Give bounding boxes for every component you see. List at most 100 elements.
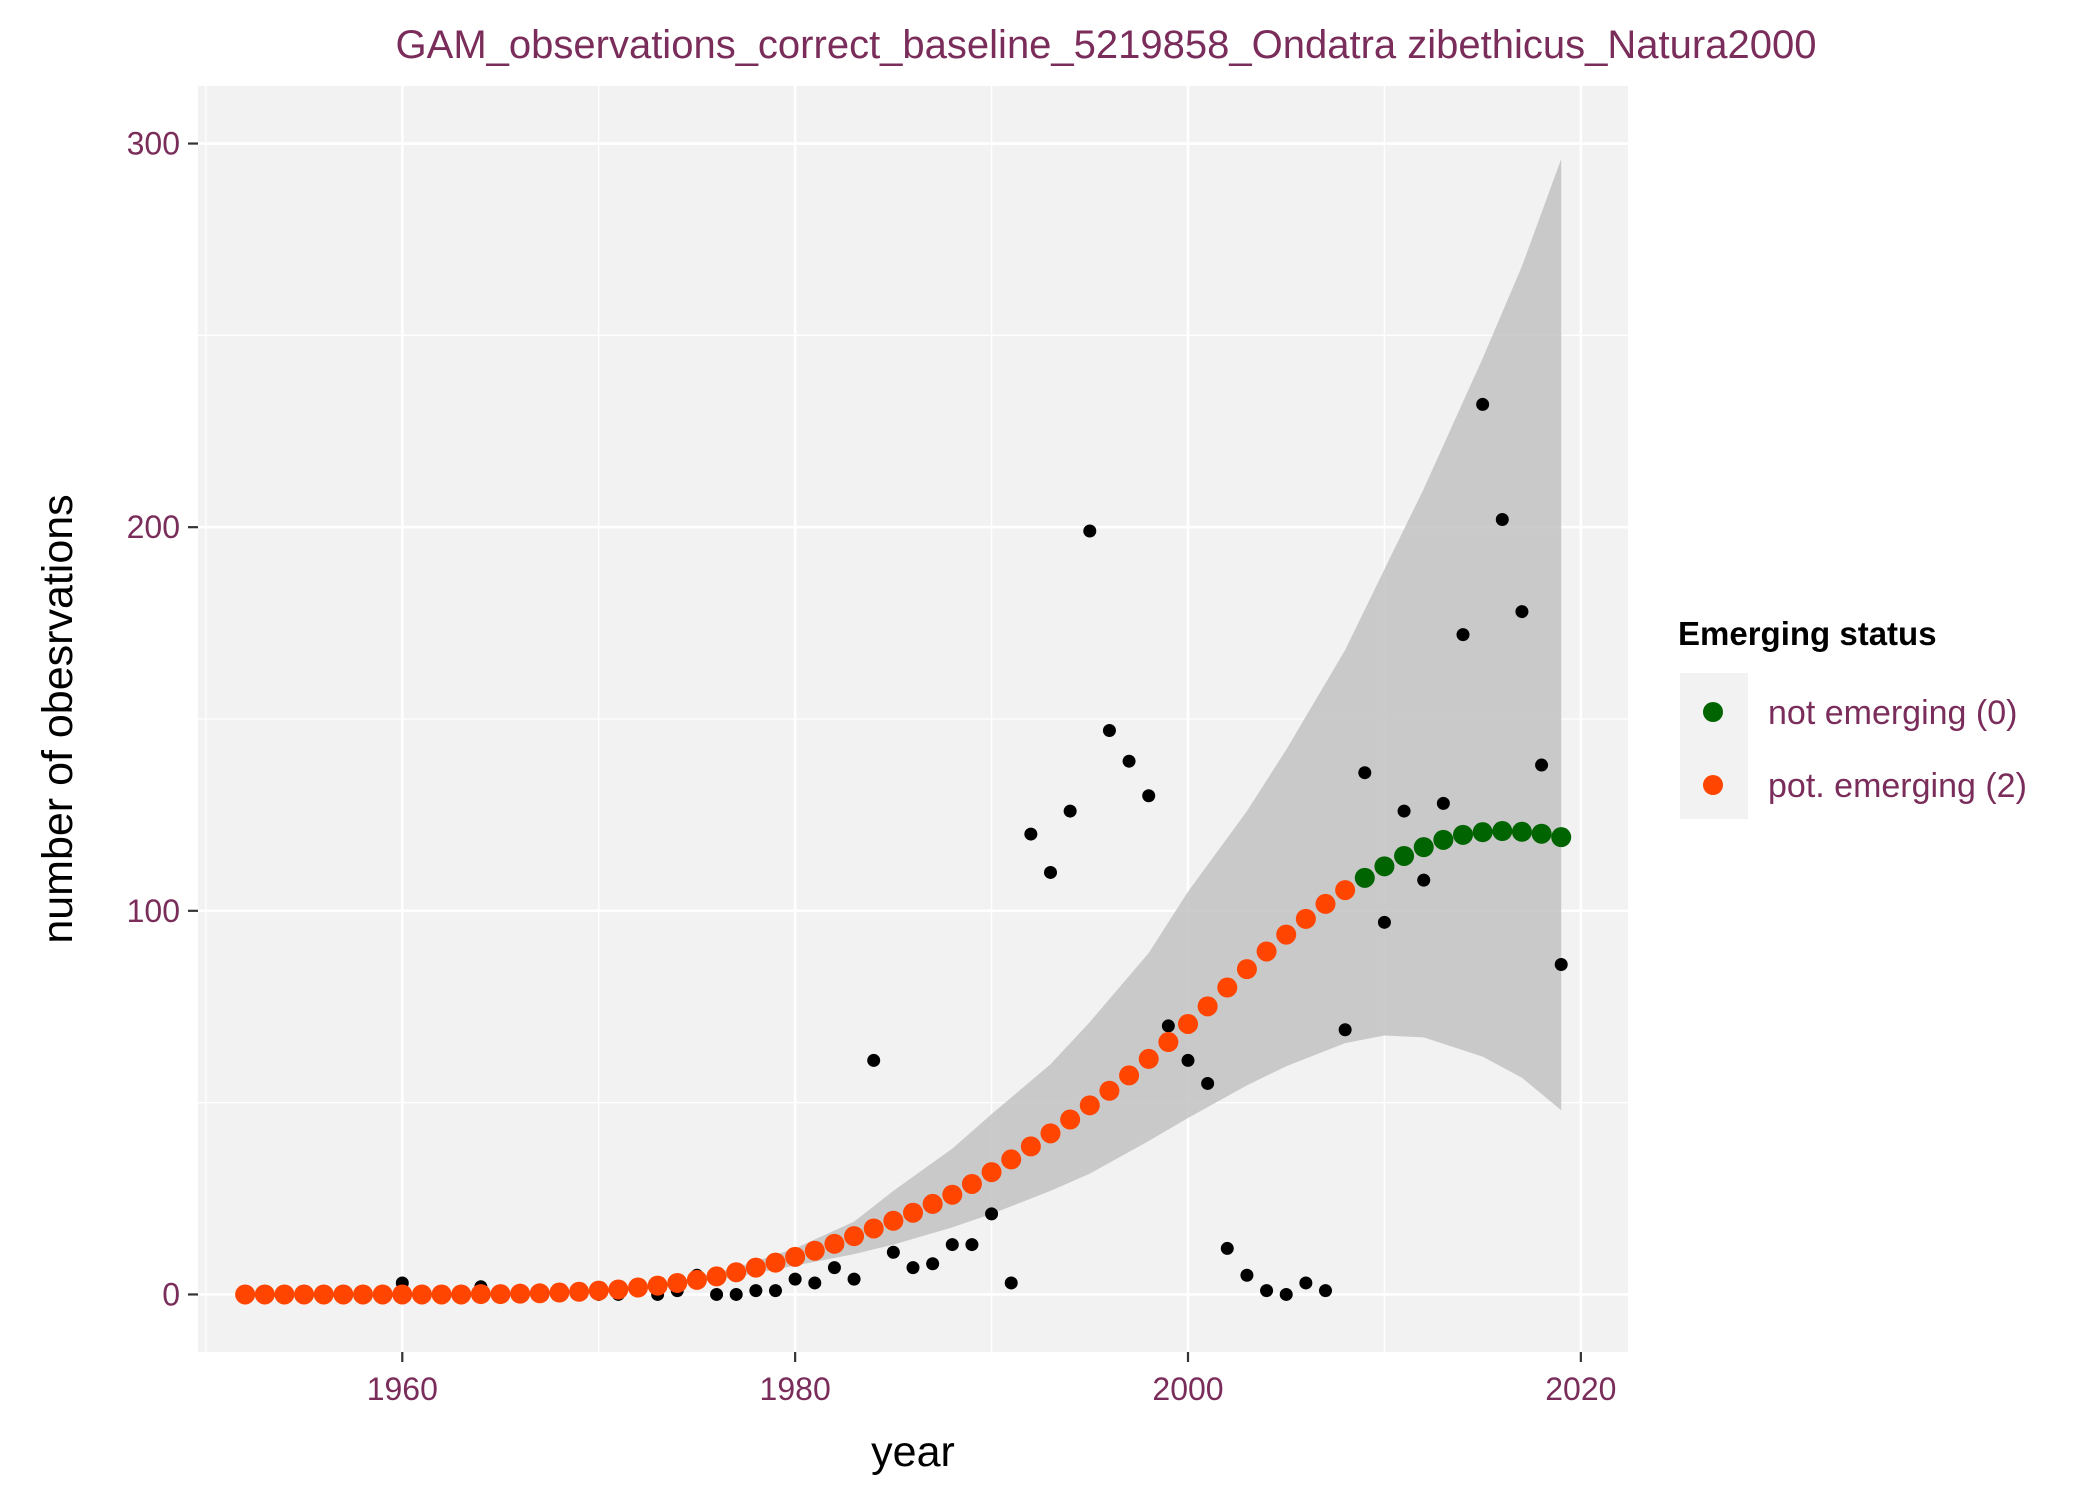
fit-point-pot-emerging (274, 1284, 295, 1305)
fit-point-not-emerging (1374, 856, 1395, 877)
observed-point (1240, 1268, 1254, 1282)
fit-point-pot-emerging (1295, 908, 1316, 929)
fit-point-pot-emerging (667, 1272, 688, 1293)
observed-point (827, 1261, 841, 1275)
observed-point (1220, 1241, 1234, 1255)
fit-point-not-emerging (1433, 829, 1454, 850)
fit-point-pot-emerging (844, 1226, 865, 1247)
observed-point (1456, 628, 1470, 642)
fit-point-pot-emerging (235, 1284, 256, 1305)
observed-point (1436, 796, 1450, 810)
observed-point (1024, 827, 1038, 841)
fit-point-pot-emerging (510, 1283, 531, 1304)
legend-keys-background (1680, 673, 1748, 819)
observed-point (769, 1284, 782, 1298)
observed-point (847, 1272, 861, 1286)
observed-point (1476, 397, 1490, 411)
observed-point (1495, 513, 1509, 527)
legend-title: Emerging status (1678, 615, 1937, 652)
observed-point (1122, 754, 1136, 768)
fit-point-pot-emerging (1119, 1065, 1140, 1086)
fit-point-pot-emerging (824, 1233, 845, 1254)
fit-point-pot-emerging (1256, 941, 1277, 962)
observed-point (985, 1207, 999, 1221)
observed-point (926, 1257, 940, 1271)
fit-point-pot-emerging (470, 1284, 491, 1305)
fit-point-pot-emerging (1335, 880, 1356, 901)
observed-point (1515, 605, 1529, 619)
fit-point-not-emerging (1472, 822, 1493, 843)
fit-point-pot-emerging (353, 1284, 373, 1305)
observed-point (1044, 865, 1057, 879)
fit-point-pot-emerging (1060, 1109, 1081, 1130)
fit-point-not-emerging (1551, 827, 1572, 848)
chart-title: GAM_observations_correct_baseline_521985… (396, 23, 1817, 67)
x-tick-label: 2020 (1545, 1371, 1616, 1407)
legend-label-not-emerging: not emerging (0) (1768, 694, 2017, 732)
fit-point-pot-emerging (411, 1284, 432, 1305)
observed-point (1201, 1076, 1215, 1090)
fit-point-pot-emerging (961, 1173, 982, 1194)
legend-key-not-emerging (1703, 702, 1723, 722)
fit-point-pot-emerging (922, 1193, 943, 1214)
fit-point-not-emerging (1354, 867, 1375, 888)
observed-point (1004, 1276, 1018, 1290)
fit-point-not-emerging (1531, 823, 1552, 844)
fit-point-pot-emerging (903, 1202, 923, 1223)
observed-point (1358, 766, 1372, 780)
fit-point-pot-emerging (647, 1275, 668, 1296)
fit-point-pot-emerging (588, 1280, 609, 1301)
observed-point (867, 1053, 881, 1067)
observed-point (965, 1238, 979, 1252)
fit-point-not-emerging (1453, 824, 1473, 845)
observed-point (1338, 1023, 1352, 1037)
grid-lines (198, 86, 1628, 1352)
fit-point-pot-emerging (745, 1257, 766, 1278)
y-axis-title: number of obesrvations (34, 494, 82, 943)
observed-point (1279, 1287, 1293, 1301)
fit-point-pot-emerging (1040, 1123, 1061, 1144)
fit-point-pot-emerging (726, 1262, 747, 1283)
fit-point-pot-emerging (490, 1284, 511, 1305)
fit-point-pot-emerging (254, 1284, 275, 1305)
observed-point (1260, 1284, 1274, 1298)
legend: Emerging status not emerging (0) pot. em… (1678, 615, 2027, 819)
observed-point (1377, 915, 1391, 929)
fit-point-pot-emerging (706, 1266, 727, 1287)
fit-point-pot-emerging (392, 1284, 413, 1305)
observed-point (808, 1276, 822, 1290)
confidence-band (245, 158, 1562, 1295)
fit-point-not-emerging (1394, 845, 1415, 866)
observed-point (1319, 1284, 1332, 1298)
x-tick-label: 2000 (1152, 1371, 1223, 1407)
fit-point-pot-emerging (1158, 1032, 1179, 1053)
observed-point (1397, 804, 1411, 818)
fitted-points (235, 821, 1572, 1305)
x-tick-label: 1980 (760, 1371, 831, 1407)
legend-key-pot-emerging (1703, 775, 1723, 795)
fit-point-pot-emerging (1138, 1048, 1159, 1069)
fit-point-pot-emerging (1099, 1080, 1120, 1101)
fit-point-pot-emerging (1276, 924, 1297, 945)
axes: 1960 1980 2000 2020 0 100 200 300 (127, 126, 1617, 1407)
observed-point (749, 1284, 763, 1298)
fit-point-pot-emerging (1236, 959, 1257, 980)
fit-point-pot-emerging (313, 1284, 334, 1305)
fit-point-pot-emerging (451, 1284, 472, 1305)
observed-point (1417, 873, 1431, 887)
observed-point (1063, 804, 1077, 818)
fit-point-pot-emerging (942, 1184, 963, 1205)
y-tick-label: 300 (127, 126, 180, 162)
fit-point-pot-emerging (1217, 977, 1238, 998)
fit-point-pot-emerging (804, 1240, 825, 1261)
fit-point-pot-emerging (608, 1279, 629, 1300)
fit-point-pot-emerging (1079, 1095, 1100, 1116)
observed-point (1083, 524, 1097, 538)
fit-point-not-emerging (1511, 821, 1532, 842)
observed-point (945, 1238, 959, 1252)
observed-point (1554, 958, 1568, 972)
y-tick-label: 200 (127, 509, 180, 545)
fit-point-pot-emerging (294, 1284, 315, 1305)
y-tick-label: 0 (162, 1276, 180, 1312)
